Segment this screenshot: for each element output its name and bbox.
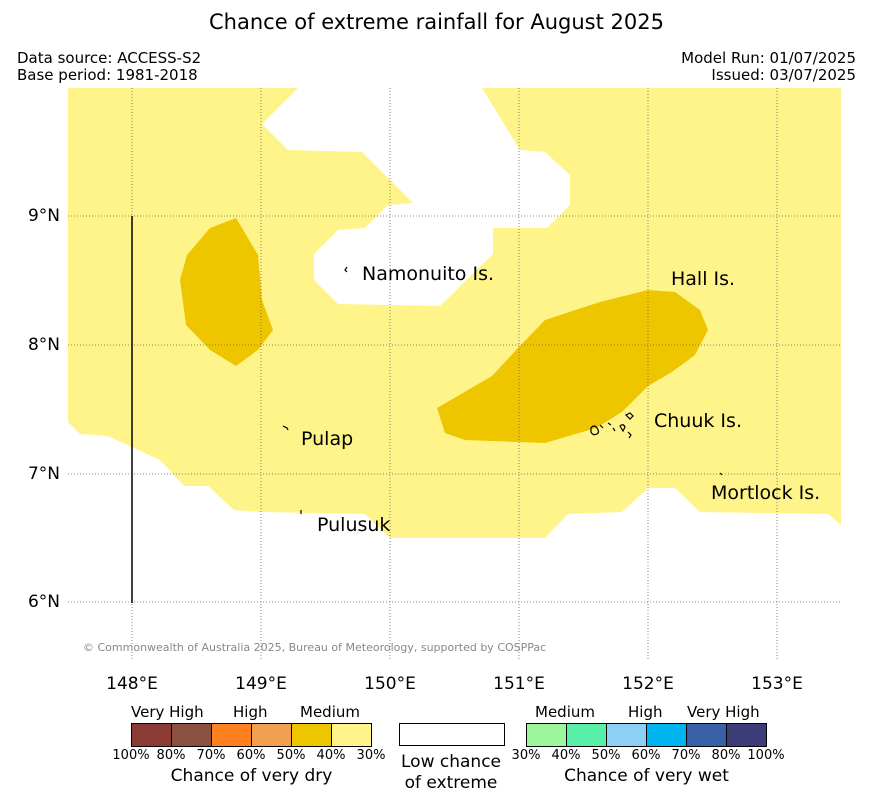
legend-wet-colorbar: [526, 723, 767, 747]
place-pulap: Pulap: [301, 428, 354, 450]
region-dry-40-50-west: [180, 218, 273, 366]
legend-dry-tick: 80%: [156, 748, 186, 763]
legend-wet-level-high: High: [628, 703, 663, 721]
copyright-notice: © Commonwealth of Australia 2025, Bureau…: [83, 641, 547, 654]
legend-wet-level-medium: Medium: [535, 703, 595, 721]
lon-label-148e: 148°E: [106, 674, 158, 694]
legend-dry-colorbar: [131, 723, 372, 747]
legend-dry-tick: 30%: [356, 748, 386, 763]
legend-wet-caption: Chance of very wet: [564, 766, 729, 786]
meta-left: Data source: ACCESS-S2 Base period: 1981…: [17, 50, 201, 84]
legend-wet-swatch: [567, 724, 607, 746]
legend-dry-tick: 100%: [112, 748, 150, 763]
lon-label-153e: 153°E: [751, 674, 803, 694]
place-mortlock: Mortlock Is.: [711, 482, 821, 504]
lat-label-6n: 6°N: [27, 592, 60, 612]
legend-dry-swatch: [172, 724, 212, 746]
legend-wet-tick: 80%: [711, 748, 741, 763]
legend-dry-swatch: [132, 724, 172, 746]
meta-right: Model Run: 01/07/2025 Issued: 03/07/2025: [681, 50, 856, 84]
legend-wet-tick: 60%: [631, 748, 661, 763]
island-markers: [282, 266, 723, 514]
base-period: Base period: 1981-2018: [17, 66, 198, 84]
pulap-island-outline: [282, 425, 289, 431]
issued-date: Issued: 03/07/2025: [711, 66, 856, 84]
legend-wet: Medium High Very High 30% 40% 50% 60% 70…: [512, 703, 785, 793]
place-chuuk: Chuuk Is.: [654, 410, 742, 432]
legend-dry-swatch: [292, 724, 332, 746]
lon-label-151e: 151°E: [493, 674, 545, 694]
legend-dry-tick: 50%: [276, 748, 306, 763]
namonuito-island-outline: [344, 266, 348, 273]
region-dry-40-50-east: [437, 290, 708, 443]
mortlock-island-outline: [719, 472, 723, 476]
lat-label-9n: 9°N: [27, 206, 60, 226]
legend-dry-level-high: High: [233, 703, 268, 721]
model-run: Model Run: 01/07/2025: [681, 49, 856, 67]
legend-dry-caption: Chance of very dry: [170, 766, 333, 786]
legend-dry-tick: 60%: [236, 748, 266, 763]
map-area: [68, 88, 841, 538]
legend-dry-swatch: [332, 724, 371, 746]
legend-wet-tick: 70%: [671, 748, 701, 763]
legend-wet-swatch: [527, 724, 567, 746]
legend-dry-tick: 40%: [316, 748, 346, 763]
legend-dry-tick: 70%: [196, 748, 226, 763]
place-hall: Hall Is.: [671, 268, 736, 290]
legend-low-caption: Low chance of extreme: [386, 752, 516, 794]
data-source: Data source: ACCESS-S2: [17, 49, 202, 67]
legend-wet-swatch: [607, 724, 647, 746]
lon-label-150e: 150°E: [364, 674, 416, 694]
legend-dry-level-medium: Medium: [300, 703, 360, 721]
legend-wet-swatch: [687, 724, 727, 746]
legend-dry: Very High High Medium 100% 80% 70% 60% 5…: [112, 703, 385, 793]
legend-wet-tick: 30%: [511, 748, 541, 763]
legend-low-caption-line2: of extreme: [404, 773, 498, 793]
legend-dry-swatch: [252, 724, 292, 746]
lat-label-7n: 7°N: [27, 464, 60, 484]
lon-label-152e: 152°E: [622, 674, 674, 694]
legend-low-caption-line1: Low chance: [401, 752, 501, 772]
legend-low-swatch: [399, 723, 505, 746]
region-dry-30-40: [68, 88, 841, 538]
legend-wet-level-very-high: Very High: [687, 703, 760, 721]
legend-wet-swatch: [727, 724, 766, 746]
legend-wet-swatch: [647, 724, 687, 746]
legend-wet-tick: 50%: [591, 748, 621, 763]
legend-dry-level-very-high: Very High: [131, 703, 204, 721]
legend-dry-swatch: [212, 724, 252, 746]
legend-wet-tick: 40%: [551, 748, 581, 763]
place-namonuito: Namonuito Is.: [362, 263, 495, 285]
legend-wet-tick: 100%: [747, 748, 785, 763]
lon-label-149e: 149°E: [235, 674, 287, 694]
place-pulusuk: Pulusuk: [317, 514, 391, 536]
lat-label-8n: 8°N: [27, 335, 60, 355]
chart-title: Chance of extreme rainfall for August 20…: [209, 10, 664, 34]
chuuk-island-outline: [590, 412, 634, 439]
